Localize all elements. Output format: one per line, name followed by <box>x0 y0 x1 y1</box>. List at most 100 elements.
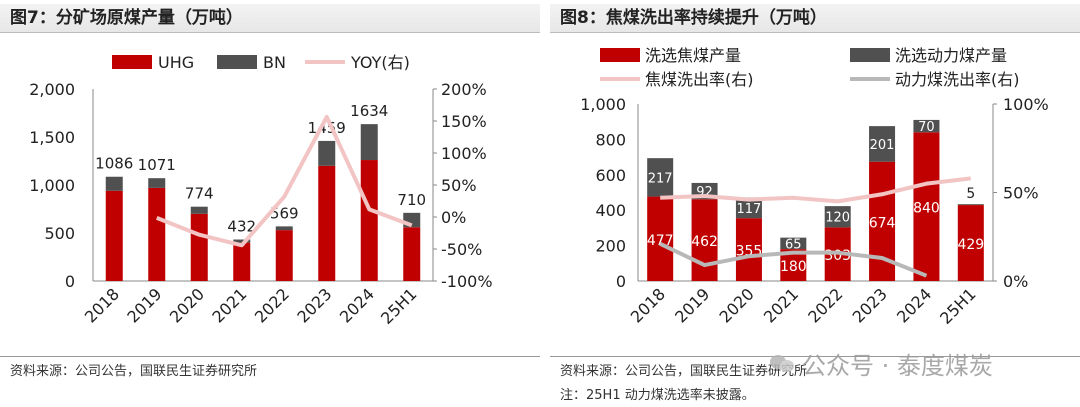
y2-tick-label: 200% <box>441 80 487 99</box>
y2-tick-label: 100% <box>1003 95 1049 114</box>
x-tick-label: 2022 <box>804 284 846 326</box>
bar-uhg <box>360 160 378 281</box>
y2-tick-label: -50% <box>441 240 482 259</box>
legend-label-0: 洗选焦煤产量 <box>645 46 741 65</box>
bar-label-thermal: 70 <box>918 120 935 135</box>
bar-label-thermal: 120 <box>825 211 850 226</box>
x-tick-label: 2019 <box>123 284 165 326</box>
x-tick-label: 2024 <box>336 284 378 326</box>
y2-tick-label: -100% <box>441 272 493 291</box>
x-tick-label: 2021 <box>208 284 250 326</box>
x-tick-label: 2023 <box>849 284 891 326</box>
bar-label-coking: 462 <box>691 234 718 250</box>
bar-thermal-coal <box>957 204 984 206</box>
left-chart: UHG BN YOY(右) 0 500 1,000 1,500 2,000 -100% -50% 0… <box>29 53 493 328</box>
bar-label-coking: 477 <box>647 233 674 249</box>
bar-uhg <box>318 165 336 281</box>
left-chart-panel: 图7：分矿场原煤产量（万吨） UHG BN YOY(右) 0 500 1,000 1,500… <box>0 4 540 379</box>
x-tick-label: 2018 <box>627 284 669 326</box>
right-source-note: 资料来源：公司公告，国联民生证券研究所 <box>560 364 808 379</box>
y-tick-label: 200 <box>595 237 626 256</box>
y-tick-label: 1,500 <box>29 128 75 147</box>
left-chart-title: 图7：分矿场原煤产量（万吨） <box>0 4 540 33</box>
bar-uhg <box>148 187 166 281</box>
right-source-divider <box>550 356 1080 357</box>
total-label: 774 <box>185 185 214 203</box>
y2-tick-label: 150% <box>441 112 487 131</box>
total-label: 1634 <box>350 102 388 120</box>
x-tick-label: 2021 <box>760 284 802 326</box>
x-tick-label: 25H1 <box>936 284 980 328</box>
bar-coking-coal <box>913 132 940 281</box>
bar-thermal-coal <box>735 197 762 219</box>
legend-label-1: 洗选动力煤产量 <box>895 46 1007 65</box>
x-tick-label: 2022 <box>251 284 293 326</box>
x-tick-label: 2024 <box>893 284 935 326</box>
y2-tick-label: 100% <box>441 144 487 163</box>
bar-label-coking: 303 <box>824 248 851 264</box>
y2-tick-label: 0% <box>1003 272 1028 291</box>
bar-label-coking: 180 <box>780 259 807 275</box>
bar-thermal-coal <box>869 126 896 162</box>
total-label: 1086 <box>95 155 133 173</box>
bar-bn <box>275 226 293 231</box>
legend-swatch-0 <box>112 55 152 69</box>
bar-label-coking: 429 <box>957 237 984 253</box>
y2-tick-label: 50% <box>1003 184 1039 203</box>
legend-label-2: 焦煤洗出率(右) <box>645 70 754 89</box>
total-label: 569 <box>270 204 299 222</box>
bar-uhg <box>275 230 293 281</box>
legend-label-3: 动力煤洗出率(右) <box>895 70 1020 89</box>
bar-thermal-coal <box>824 206 851 228</box>
bar-bn <box>190 206 208 214</box>
bar-thermal-coal <box>780 237 807 250</box>
legend-swatch-1 <box>217 55 257 69</box>
x-tick-label: 2018 <box>81 284 123 326</box>
bar-coking-coal <box>735 218 762 281</box>
left-source-note: 资料来源：公司公告，国联民生证券研究所 <box>10 364 258 379</box>
bar-coking-coal <box>647 196 674 281</box>
x-tick-label: 2019 <box>671 284 713 326</box>
y-tick-label: 800 <box>595 130 626 149</box>
bar-thermal-coal <box>647 158 674 197</box>
y-tick-label: 500 <box>44 224 75 243</box>
bar-uhg <box>105 190 123 281</box>
bar-label-thermal: 65 <box>785 237 802 252</box>
y-tick-label: 2,000 <box>29 80 75 99</box>
total-label: 710 <box>397 191 426 209</box>
bar-label-coking: 674 <box>869 215 896 231</box>
bar-uhg <box>190 213 208 281</box>
bar-uhg <box>403 227 421 281</box>
line-thermal-wash-rate <box>659 242 928 278</box>
y-tick-label: 1,000 <box>580 95 626 114</box>
total-label: 1071 <box>138 156 176 174</box>
legend-swatch-0 <box>600 48 640 62</box>
legend-swatch-1 <box>850 48 890 62</box>
wechat-icon <box>770 353 796 375</box>
line-coking-wash-rate <box>660 176 972 204</box>
y-tick-label: 0 <box>616 272 626 291</box>
legend-label-0: UHG <box>158 53 194 72</box>
bar-bn <box>318 140 336 166</box>
bar-coking-coal <box>957 205 984 281</box>
x-tick-label: 2023 <box>293 284 335 326</box>
right-chart-panel: 图8：焦煤洗出率持续提升（万吨） 洗选焦煤产量 洗选动力煤产量 焦煤洗出率(右) 动力… <box>550 0 1080 407</box>
watermark: 公众号 · 泰度煤炭 <box>770 346 993 381</box>
bar-bn <box>360 124 378 161</box>
x-tick-label: 25H1 <box>377 284 421 328</box>
bar-thermal-coal <box>913 119 940 133</box>
total-label: 432 <box>227 218 256 236</box>
bar-label-thermal: 5 <box>966 186 975 202</box>
x-tick-label: 2020 <box>716 284 758 326</box>
bar-coking-coal <box>691 199 718 281</box>
bar-label-thermal: 217 <box>648 171 673 186</box>
x-tick-label: 2020 <box>166 284 208 326</box>
y-tick-label: 0 <box>65 272 75 291</box>
bar-bn <box>233 239 251 243</box>
y-tick-label: 400 <box>595 201 626 220</box>
y-tick-label: 1,000 <box>29 176 75 195</box>
y-tick-label: 600 <box>595 166 626 185</box>
bar-label-thermal: 117 <box>737 202 762 217</box>
legend-label-1: BN <box>263 53 286 72</box>
